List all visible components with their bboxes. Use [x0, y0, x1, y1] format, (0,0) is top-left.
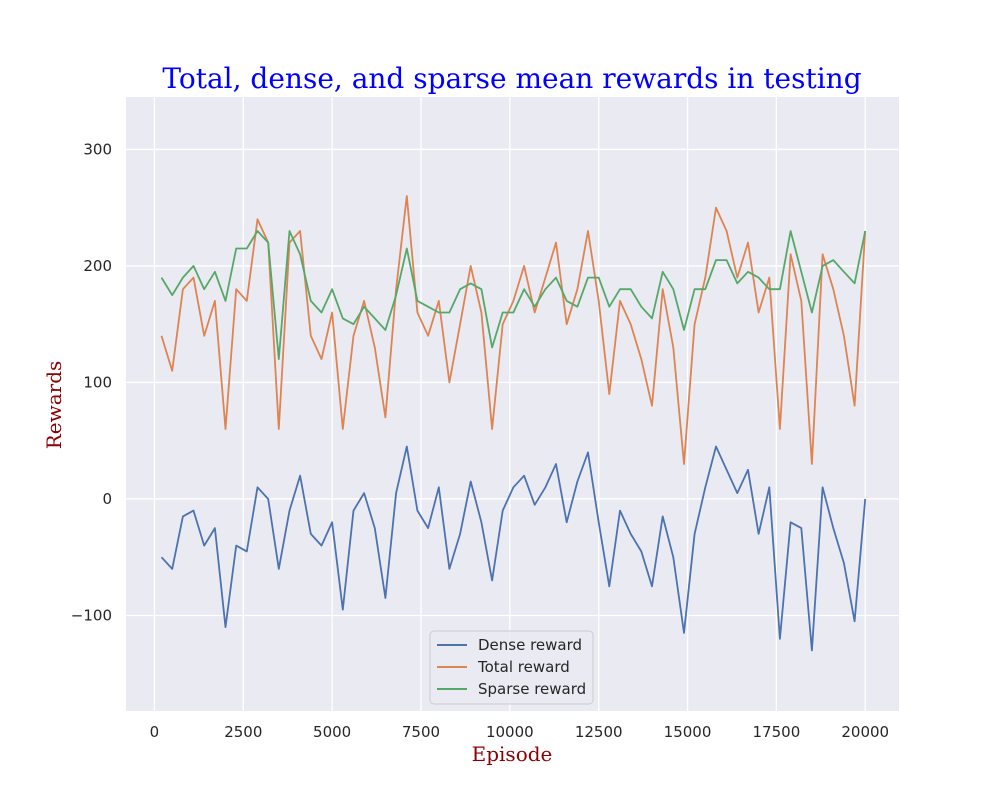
legend-label: Total reward	[477, 658, 570, 676]
y-tick-label: 200	[83, 257, 112, 275]
chart-title: Total, dense, and sparse mean rewards in…	[162, 62, 861, 95]
series-line-sparse-reward	[160, 230, 867, 361]
plot-area	[126, 97, 899, 711]
x-tick-label: 20000	[841, 723, 889, 741]
y-tick-label: 100	[83, 373, 112, 391]
x-tick-label: 12500	[575, 723, 623, 741]
legend-label: Dense reward	[478, 636, 582, 654]
series-layer	[160, 195, 867, 652]
x-tick-label: 0	[150, 723, 160, 741]
y-tick-label: 0	[102, 490, 112, 508]
x-tick-label: 5000	[313, 723, 351, 741]
x-tick-label: 2500	[224, 723, 262, 741]
x-tick-label: 10000	[486, 723, 534, 741]
y-axis-label: Rewards	[42, 361, 66, 450]
x-tick-label: 7500	[402, 723, 440, 741]
y-tick-label: −100	[71, 606, 112, 624]
legend: Dense reward Total reward Sparse reward	[429, 630, 594, 705]
legend-box	[429, 630, 594, 705]
x-tick-label: 15000	[664, 723, 712, 741]
series-line-total-reward	[160, 195, 867, 465]
legend-label: Sparse reward	[478, 680, 586, 698]
x-axis-label: Episode	[472, 742, 553, 766]
x-ticks: 0 2500 5000 7500 10000 12500 15000 17500 20000	[150, 723, 889, 741]
series-line-dense-reward	[160, 445, 867, 652]
y-tick-label: 300	[83, 140, 112, 158]
x-tick-label: 17500	[753, 723, 801, 741]
y-ticks: −100 0 100 200 300	[71, 140, 112, 624]
